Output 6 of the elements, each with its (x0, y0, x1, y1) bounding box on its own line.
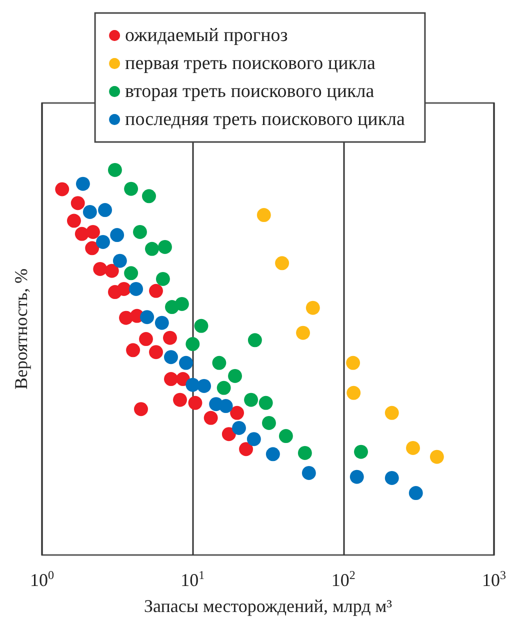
legend-label: вторая треть поискового цикла (125, 81, 375, 102)
x-axis-title: Запасы месторождений, млрд м³ (144, 596, 393, 616)
y-axis-title: Вероятность, % (11, 268, 31, 390)
legend-label: ожидаемый прогноз (125, 25, 288, 46)
legend-label: первая треть поискового цикла (125, 53, 376, 74)
legend-label: последняя треть поискового цикла (125, 109, 406, 130)
